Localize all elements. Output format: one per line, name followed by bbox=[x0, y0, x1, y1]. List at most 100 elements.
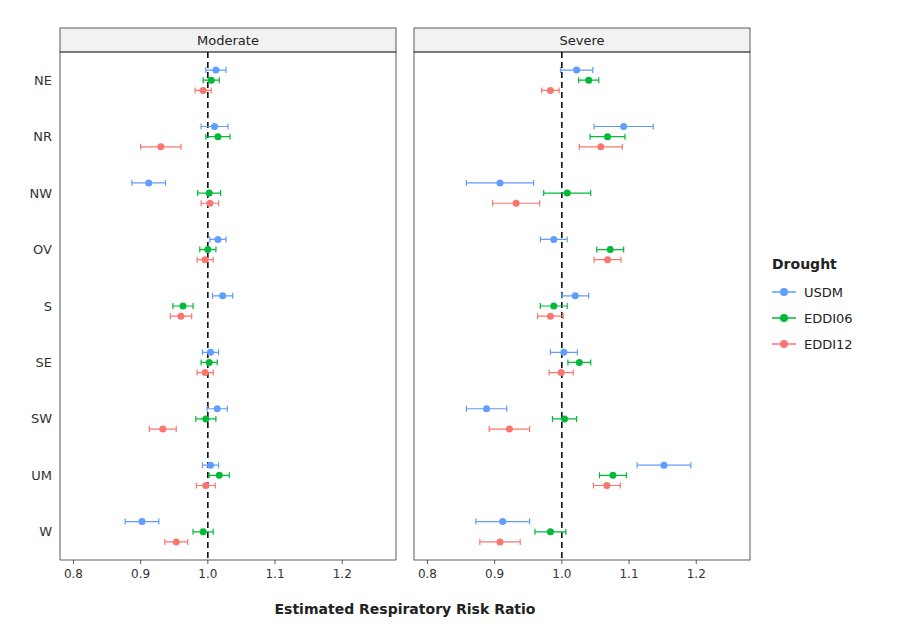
error-bar bbox=[201, 124, 228, 130]
series bbox=[535, 77, 626, 536]
error-bar bbox=[579, 144, 622, 150]
y-tick-label: S bbox=[44, 299, 52, 314]
error-bar bbox=[206, 67, 226, 73]
point bbox=[604, 133, 611, 140]
point bbox=[499, 518, 506, 525]
point bbox=[607, 246, 614, 253]
point bbox=[202, 482, 209, 489]
point bbox=[159, 426, 166, 433]
point bbox=[604, 256, 611, 263]
point bbox=[547, 528, 554, 535]
point bbox=[214, 133, 221, 140]
error-bar bbox=[637, 462, 691, 468]
x-tick bbox=[207, 560, 208, 564]
error-bar bbox=[132, 180, 166, 186]
error-bar bbox=[209, 472, 229, 478]
point bbox=[206, 190, 213, 197]
panel-title: Severe bbox=[560, 33, 605, 48]
point bbox=[206, 359, 213, 366]
error-bar bbox=[149, 426, 176, 432]
point bbox=[145, 179, 152, 186]
error-bar bbox=[198, 190, 221, 196]
plot-frame bbox=[414, 52, 750, 560]
x-tick bbox=[342, 560, 343, 564]
error-bar bbox=[200, 247, 216, 253]
error-bar bbox=[207, 406, 227, 412]
series bbox=[480, 87, 622, 546]
point bbox=[216, 472, 223, 479]
y-tick-label: SE bbox=[36, 355, 52, 370]
x-tick bbox=[275, 560, 276, 564]
error-bar bbox=[141, 144, 181, 150]
series bbox=[466, 67, 690, 526]
panel-title-box bbox=[414, 28, 750, 52]
legend-label: EDDI06 bbox=[804, 311, 853, 326]
y-tick-label: NW bbox=[29, 186, 52, 201]
error-bar bbox=[593, 482, 620, 488]
legend-title: Drought bbox=[772, 256, 837, 272]
point bbox=[202, 415, 209, 422]
error-bar bbox=[203, 77, 219, 83]
error-bar bbox=[170, 313, 192, 319]
error-bar bbox=[196, 416, 216, 422]
x-tick-label: 0.8 bbox=[64, 567, 83, 581]
x-tick bbox=[140, 560, 141, 564]
x-tick-label: 1.2 bbox=[687, 567, 706, 581]
panel: Severe0.80.91.01.11.2 bbox=[414, 28, 750, 581]
y-tick-label: UM bbox=[31, 468, 52, 483]
point bbox=[214, 236, 221, 243]
error-bar bbox=[544, 190, 591, 196]
panel-title: Moderate bbox=[197, 33, 259, 48]
error-bar bbox=[476, 519, 530, 525]
x-tick bbox=[561, 560, 562, 564]
point bbox=[603, 482, 610, 489]
error-bar bbox=[579, 77, 599, 83]
error-bar bbox=[197, 370, 213, 376]
point bbox=[219, 292, 226, 299]
error-bar bbox=[568, 359, 591, 365]
panel: Moderate0.80.91.01.11.2NENRNWOVSSESWUMW bbox=[29, 28, 396, 581]
point bbox=[200, 87, 207, 94]
y-tick-label: NR bbox=[33, 129, 52, 144]
legend: DroughtUSDMEDDI06EDDI12 bbox=[772, 256, 853, 352]
error-bar bbox=[213, 293, 233, 299]
point bbox=[497, 538, 504, 545]
x-tick bbox=[629, 560, 630, 564]
point bbox=[177, 313, 184, 320]
point bbox=[564, 190, 571, 197]
error-bar bbox=[594, 124, 653, 130]
plot-frame bbox=[60, 52, 396, 560]
point bbox=[561, 415, 568, 422]
point bbox=[497, 179, 504, 186]
point bbox=[207, 349, 214, 356]
error-bar bbox=[549, 370, 573, 376]
point bbox=[620, 123, 627, 130]
panel-title-box bbox=[60, 28, 396, 52]
error-bar bbox=[493, 200, 540, 206]
point bbox=[179, 303, 186, 310]
error-bar bbox=[195, 87, 211, 93]
marks bbox=[466, 52, 690, 560]
x-tick-label: 1.0 bbox=[552, 567, 571, 581]
error-bar bbox=[466, 180, 533, 186]
point bbox=[207, 462, 214, 469]
point bbox=[173, 538, 180, 545]
x-tick bbox=[73, 560, 74, 564]
point bbox=[558, 369, 565, 376]
error-bar bbox=[173, 303, 193, 309]
error-bar bbox=[562, 293, 589, 299]
legend-swatch bbox=[780, 340, 788, 348]
error-bar bbox=[193, 529, 213, 535]
error-bar bbox=[538, 313, 564, 319]
point bbox=[202, 256, 209, 263]
x-tick-label: 0.9 bbox=[485, 567, 504, 581]
series bbox=[141, 87, 219, 546]
error-bar bbox=[560, 67, 592, 73]
point bbox=[483, 405, 490, 412]
error-bar bbox=[466, 406, 506, 412]
point bbox=[506, 426, 513, 433]
point bbox=[206, 200, 213, 207]
error-bar bbox=[196, 482, 215, 488]
error-bar bbox=[165, 539, 188, 545]
error-bar bbox=[201, 200, 218, 206]
